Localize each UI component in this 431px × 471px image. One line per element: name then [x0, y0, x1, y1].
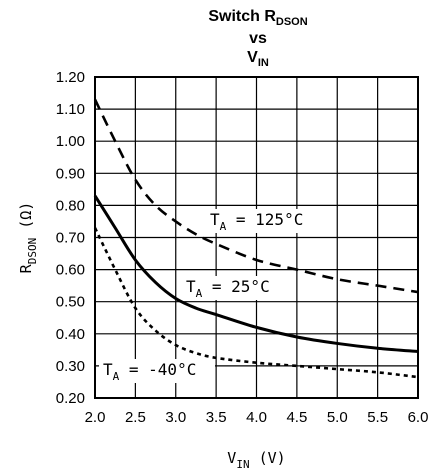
- y-axis-label: RDSON (Ω): [17, 202, 39, 274]
- series-label-solid: TA = 25°C: [186, 277, 270, 300]
- title-line-0: Switch RDSON: [208, 8, 307, 28]
- x-axis-label: VIN (V): [227, 449, 285, 471]
- plot-frame: [94, 76, 419, 399]
- y-tick-label: 0.40: [56, 326, 85, 343]
- x-tick-label: 3.0: [165, 409, 186, 426]
- series-annotations: TA = 125°C TA = 25°C TA = -40°C: [99, 209, 324, 383]
- y-tick-label: 1.00: [56, 133, 85, 150]
- title-line-2: VIN: [247, 49, 269, 69]
- y-tick-label: 0.60: [56, 262, 85, 279]
- chart-title: Switch RDSON vs VIN: [208, 8, 307, 69]
- x-tick-label: 5.0: [327, 409, 348, 426]
- series-line-solid: [93, 194, 419, 353]
- x-tick-label: 2.5: [125, 409, 146, 426]
- x-tick-label: 4.5: [286, 409, 307, 426]
- series-lines: [93, 98, 419, 379]
- y-tick-label: 0.50: [56, 294, 85, 311]
- x-tick-label: 2.0: [85, 409, 106, 426]
- grid: [94, 76, 419, 399]
- series-line-dashed: [93, 98, 419, 294]
- title-line-1: vs: [249, 30, 267, 47]
- y-tick-label: 0.80: [56, 197, 85, 214]
- x-tick-label: 5.5: [367, 409, 388, 426]
- x-tick-label: 4.0: [246, 409, 267, 426]
- y-tick-label: 0.70: [56, 230, 85, 247]
- series-label-bg: [182, 276, 290, 300]
- series-line-dotted: [93, 227, 419, 379]
- y-tick-label: 0.90: [56, 165, 85, 182]
- y-tick-label: 1.10: [56, 101, 85, 118]
- x-tick-labels: 2.0 2.5 3.0 3.5 4.0 4.5 5.0 5.5 6.0: [85, 409, 429, 426]
- x-tick-label: 6.0: [408, 409, 429, 426]
- y-tick-label: 1.20: [56, 69, 85, 86]
- y-tick-label: 0.30: [56, 358, 85, 375]
- series-label-dotted: TA = -40°C: [103, 360, 196, 383]
- y-tick-labels: 0.20 0.30 0.40 0.50 0.60 0.70 0.80 0.90 1.00 1.10…: [56, 69, 85, 407]
- series-label-bg: [206, 209, 324, 233]
- y-tick-label: 0.20: [56, 390, 85, 407]
- series-label-bg: [99, 359, 215, 383]
- plot-border: [94, 76, 419, 399]
- x-tick-label: 3.5: [206, 409, 227, 426]
- series-label-dashed: TA = 125°C: [210, 210, 303, 233]
- axis-labels: VIN (V) RDSON (Ω): [17, 202, 286, 471]
